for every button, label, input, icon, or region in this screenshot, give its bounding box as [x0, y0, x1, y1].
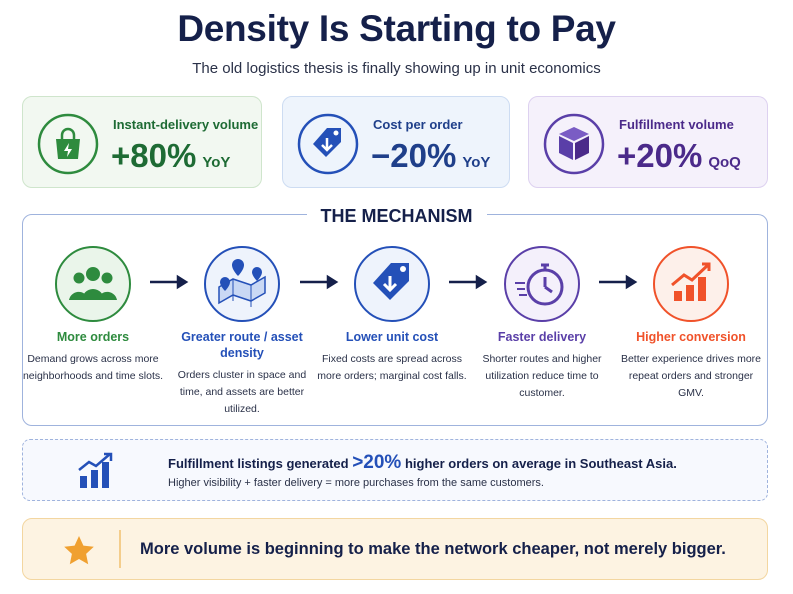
- metric-value: +20% QoQ: [617, 137, 741, 175]
- step-title: Lower unit cost: [345, 330, 439, 344]
- highlight-rest: higher orders on average in Southeast As…: [404, 456, 677, 471]
- map-icon: [204, 246, 280, 322]
- conclusion-box: [22, 518, 768, 580]
- metric-period: YoY: [202, 154, 231, 171]
- metric-card: Fulfillment volume +20% QoQ: [528, 96, 768, 188]
- metric-number: −20%: [371, 137, 457, 174]
- highlight-note: Higher visibility + faster delivery = mo…: [168, 477, 544, 489]
- step: More orders Demand grows across more nei…: [18, 245, 168, 385]
- stopwatch-icon: [504, 246, 580, 322]
- arrows: [150, 274, 638, 290]
- star-icon: [64, 536, 94, 565]
- mechanism-title: THE MECHANISM: [0, 206, 793, 227]
- step: Greater route / asset density Orders clu…: [167, 245, 317, 418]
- title: Density Is Starting to Pay: [177, 8, 616, 49]
- metric-label: Cost per order: [373, 117, 463, 132]
- metric-number: +20%: [617, 137, 703, 174]
- growth-icon: [78, 452, 113, 488]
- step-text: Shorter routes and higher utilization re…: [482, 353, 602, 399]
- metric-value: −20% YoY: [371, 137, 490, 175]
- step-title: Greater route / asset density: [181, 330, 303, 360]
- metric-period: QoQ: [708, 154, 741, 171]
- step: Faster delivery Shorter routes and highe…: [467, 245, 617, 402]
- step-text: Demand grows across more neighborhoods a…: [22, 353, 164, 382]
- highlight-stat: >20%: [352, 452, 402, 473]
- growth-icon: [653, 246, 729, 322]
- metric-number: +80%: [111, 137, 197, 174]
- mechanism-title-text: THE MECHANISM: [306, 206, 487, 226]
- box-icon: [543, 113, 605, 175]
- highlight-box: [22, 439, 768, 501]
- tag-icon: [297, 113, 359, 175]
- step: Higher conversion Better experience driv…: [616, 245, 766, 402]
- step: Lower unit cost Fixed costs are spread a…: [317, 245, 467, 385]
- step-text: Fixed costs are spread across more order…: [317, 353, 467, 382]
- step-text: Better experience drives more repeat ord…: [620, 353, 762, 399]
- bag-icon: [37, 113, 99, 175]
- metric-card: Instant-delivery volume +80% YoY: [22, 96, 262, 188]
- people-icon: [55, 246, 131, 322]
- highlight-text: Fulfillment listings generated >20% high…: [168, 452, 677, 474]
- metric-period: YoY: [462, 154, 491, 171]
- step-title: Higher conversion: [636, 330, 746, 344]
- step-text: Orders cluster in space and time, and as…: [177, 369, 307, 415]
- subtitle: The old logistics thesis is finally show…: [192, 60, 601, 77]
- divider: [119, 530, 121, 568]
- metric-label: Fulfillment volume: [619, 117, 734, 132]
- step-title: Faster delivery: [497, 330, 587, 344]
- metric-card: Cost per order −20% YoY: [282, 96, 510, 188]
- step-title: More orders: [56, 330, 130, 344]
- conclusion-text: More volume is beginning to make the net…: [140, 540, 726, 558]
- metric-value: +80% YoY: [111, 137, 230, 175]
- metric-label: Instant-delivery volume: [113, 117, 259, 132]
- tag-icon: [354, 246, 430, 322]
- highlight-lead: Fulfillment listings generated: [168, 456, 349, 471]
